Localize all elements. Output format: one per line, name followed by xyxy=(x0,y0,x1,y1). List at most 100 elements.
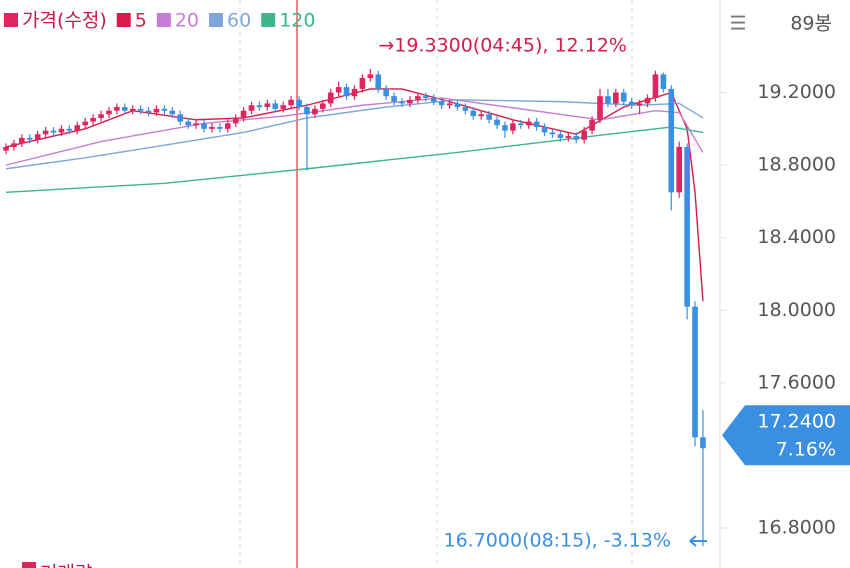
candle-body xyxy=(565,136,572,138)
candle-body xyxy=(597,96,603,120)
candle-body xyxy=(700,437,706,449)
y-tick-label: 18.8000 xyxy=(757,154,836,176)
candle-body xyxy=(137,108,144,111)
candle-body xyxy=(50,130,57,133)
candle-body xyxy=(533,121,540,128)
y-tick-label: 17.6000 xyxy=(757,371,836,393)
candle-body xyxy=(129,108,136,111)
candle-body xyxy=(320,103,326,109)
candle-body xyxy=(589,119,595,131)
y-tick-label: 18.0000 xyxy=(757,299,836,321)
candle-body xyxy=(351,88,358,97)
candle-body xyxy=(280,105,286,109)
candle-body xyxy=(224,123,231,129)
low-arrow xyxy=(689,535,707,547)
candle-body xyxy=(66,128,73,131)
candle-body xyxy=(169,110,176,115)
last-price-badge xyxy=(722,405,850,466)
candle-body xyxy=(122,107,128,111)
candle-body xyxy=(327,92,334,104)
y-tick-label: 16.8000 xyxy=(757,517,836,539)
candle-body xyxy=(407,99,413,104)
high-annotation: →19.3300(04:45), 12.12% xyxy=(378,35,627,57)
candle-body xyxy=(153,108,160,113)
candle-body xyxy=(185,121,191,126)
legend-label: 20 xyxy=(175,10,199,32)
candle-body xyxy=(636,103,643,106)
candle-body xyxy=(232,117,239,124)
last-change: 7.16% xyxy=(776,439,836,461)
bar-count[interactable]: 89봉 xyxy=(790,13,832,35)
candle-body xyxy=(692,306,698,438)
candle-body xyxy=(11,143,17,147)
candle-body xyxy=(541,127,548,133)
candle-body xyxy=(264,103,271,108)
candle-body xyxy=(620,92,627,102)
candle-body xyxy=(668,88,675,193)
candle-body xyxy=(19,137,25,144)
volume-label: 거래량 xyxy=(40,563,92,568)
candle-body xyxy=(145,110,152,113)
candle-body xyxy=(217,127,223,129)
candle-body xyxy=(399,101,405,104)
ma-line xyxy=(5,126,704,194)
legend-swatch xyxy=(22,562,36,568)
candle-body xyxy=(422,96,429,98)
candle-body xyxy=(486,114,492,120)
candle-body xyxy=(177,114,184,122)
candle-body xyxy=(684,146,690,307)
candle-body xyxy=(454,103,461,108)
candle-body xyxy=(502,125,508,131)
candle-body xyxy=(312,108,318,115)
candle-body xyxy=(304,107,310,115)
candle-body xyxy=(462,107,469,111)
candle-body xyxy=(525,121,532,126)
ma-line xyxy=(5,88,704,302)
candle-body xyxy=(415,96,421,100)
candle-body xyxy=(335,87,342,93)
candle-body xyxy=(367,74,374,79)
candle-body xyxy=(26,137,33,140)
legend-swatch xyxy=(4,13,18,27)
candle-body xyxy=(106,110,112,115)
candle-body xyxy=(383,88,389,97)
candle-body xyxy=(42,130,49,135)
candle-body xyxy=(288,99,294,106)
candle-body xyxy=(209,127,215,129)
candle-body xyxy=(90,117,96,122)
candle-body xyxy=(3,146,9,151)
candle-body xyxy=(58,128,65,133)
legend-label: 5 xyxy=(135,10,147,32)
candle-body xyxy=(510,123,516,131)
candle-body xyxy=(470,110,477,117)
candle-body xyxy=(644,97,651,104)
candle-body xyxy=(359,78,366,89)
legend-swatch xyxy=(209,13,224,27)
candle-body xyxy=(248,105,255,111)
candle-body xyxy=(438,101,445,106)
candle-body xyxy=(82,121,88,126)
legend-swatch xyxy=(116,13,131,27)
menu-icon[interactable]: ☰ xyxy=(729,13,746,35)
candle-body xyxy=(272,103,279,109)
candle-body xyxy=(478,114,484,117)
candle-body xyxy=(605,96,611,104)
candle-body xyxy=(549,132,556,135)
low-annotation: 16.7000(08:15), -3.13% xyxy=(444,530,671,552)
legend-swatch xyxy=(261,13,276,27)
candle-body xyxy=(494,119,500,126)
legend-label: 120 xyxy=(279,10,315,32)
candle-body xyxy=(518,123,524,126)
plot-area xyxy=(3,68,706,547)
legend-swatch xyxy=(156,13,171,27)
candle-body xyxy=(375,74,382,89)
y-tick-label: 18.4000 xyxy=(757,226,836,248)
candle-body xyxy=(98,114,104,118)
candle-body xyxy=(193,123,199,126)
candle-body xyxy=(240,110,247,118)
candle-body xyxy=(557,134,564,138)
candle-body xyxy=(613,92,619,104)
candle-body xyxy=(430,97,437,102)
legend-label: 가격(수정) xyxy=(22,10,107,32)
